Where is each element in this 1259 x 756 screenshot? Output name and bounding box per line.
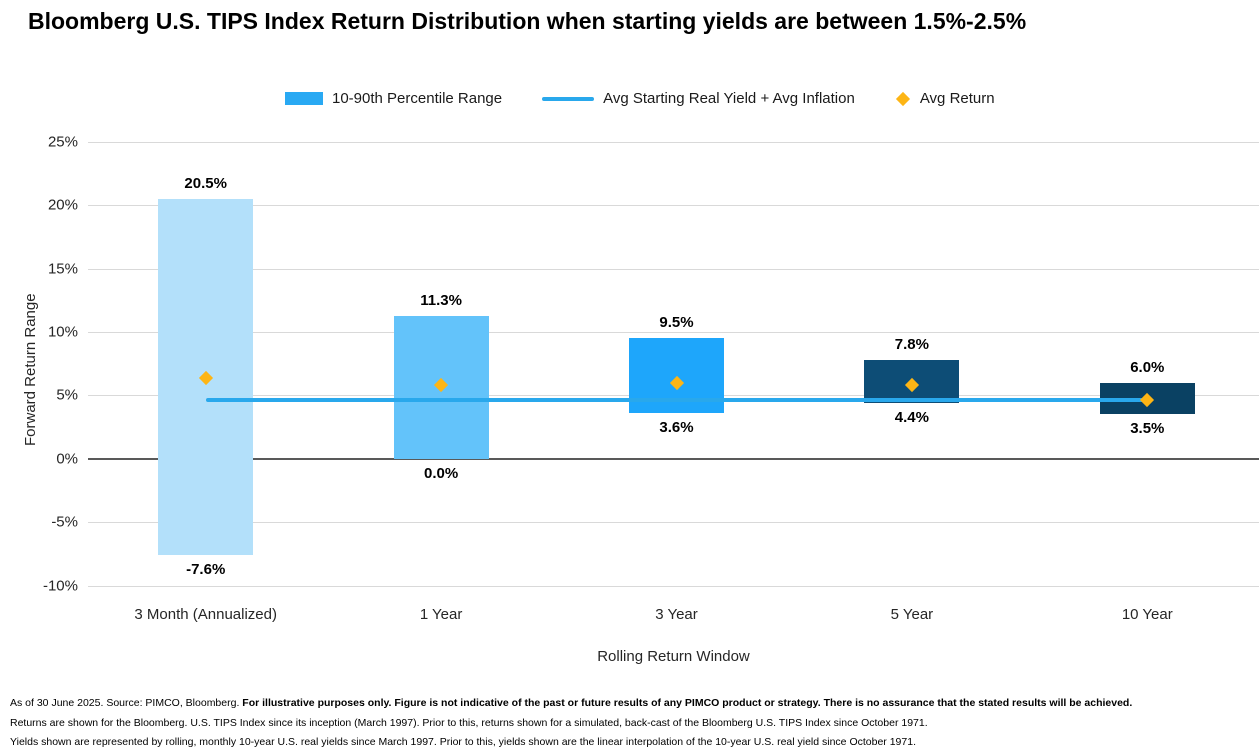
bar-high-label: 7.8% — [894, 335, 929, 353]
x-category-label: 10 Year — [1121, 606, 1173, 623]
y-gridline — [88, 585, 1259, 587]
y-gridline — [88, 205, 1259, 207]
bar-high-label: 6.0% — [1130, 358, 1165, 376]
x-category-label: 3 Month (Annualized) — [134, 606, 277, 623]
y-tick-label: -10% — [42, 577, 78, 594]
y-tick-label: 15% — [47, 260, 78, 278]
legend-label: Avg Return — [919, 90, 995, 107]
footnote-line-1: As of 30 June 2025. Source: PIMCO, Bloom… — [10, 697, 1133, 709]
percentile-range-swatch-icon — [285, 92, 323, 105]
y-tick-label: -5% — [51, 513, 78, 531]
legend-label: 10-90th Percentile Range — [332, 90, 503, 107]
y-gridline — [88, 522, 1259, 524]
legend-item-avg-yield-inflation: Avg Starting Real Yield + Avg Inflation — [542, 90, 855, 107]
x-category-label: 1 Year — [419, 606, 463, 623]
avg-yield-inflation-line — [205, 398, 1148, 403]
chart-legend: 10-90th Percentile Range Avg Starting Re… — [285, 90, 995, 107]
page-title: Bloomberg U.S. TIPS Index Return Distrib… — [28, 8, 1027, 34]
y-axis-title: Forward Return Range — [22, 293, 39, 446]
y-tick-label: 20% — [47, 196, 78, 214]
avg-line-swatch-icon — [542, 96, 595, 101]
footnote-line-3: Yields shown are represented by rolling,… — [10, 736, 916, 749]
y-tick-label: 5% — [56, 386, 78, 404]
x-axis-title: Rolling Return Window — [597, 648, 750, 665]
y-gridline — [88, 142, 1259, 143]
bar-low-label: 3.6% — [659, 419, 694, 437]
footnotes: As of 30 June 2025. Source: PIMCO, Bloom… — [10, 697, 1253, 756]
y-tick-label: 10% — [47, 323, 78, 341]
footnote-line-2: Returns are shown for the Bloomberg. U.S… — [10, 716, 928, 729]
bar-low-label: -7.6% — [186, 561, 226, 579]
y-tick-label: 25% — [47, 133, 78, 151]
bar-high-label: 9.5% — [659, 314, 694, 332]
legend-item-avg-return: Avg Return — [895, 90, 995, 107]
legend-item-percentile-range: 10-90th Percentile Range — [285, 90, 502, 107]
y-gridline — [88, 332, 1259, 334]
bar-high-label: 11.3% — [420, 291, 462, 309]
y-tick-label: 0% — [56, 450, 78, 468]
legend-label: Avg Starting Real Yield + Avg Inflation — [603, 90, 855, 107]
bar-low-label: 4.4% — [894, 409, 929, 427]
zero-axis-line — [88, 457, 1259, 460]
bar-low-label: 3.5% — [1130, 420, 1165, 438]
bar-high-label: 20.5% — [184, 175, 227, 193]
x-category-label: 3 Year — [655, 606, 698, 623]
x-category-label: 5 Year — [890, 606, 934, 623]
bar-low-label: 0.0% — [423, 464, 459, 482]
y-gridline — [88, 268, 1259, 270]
